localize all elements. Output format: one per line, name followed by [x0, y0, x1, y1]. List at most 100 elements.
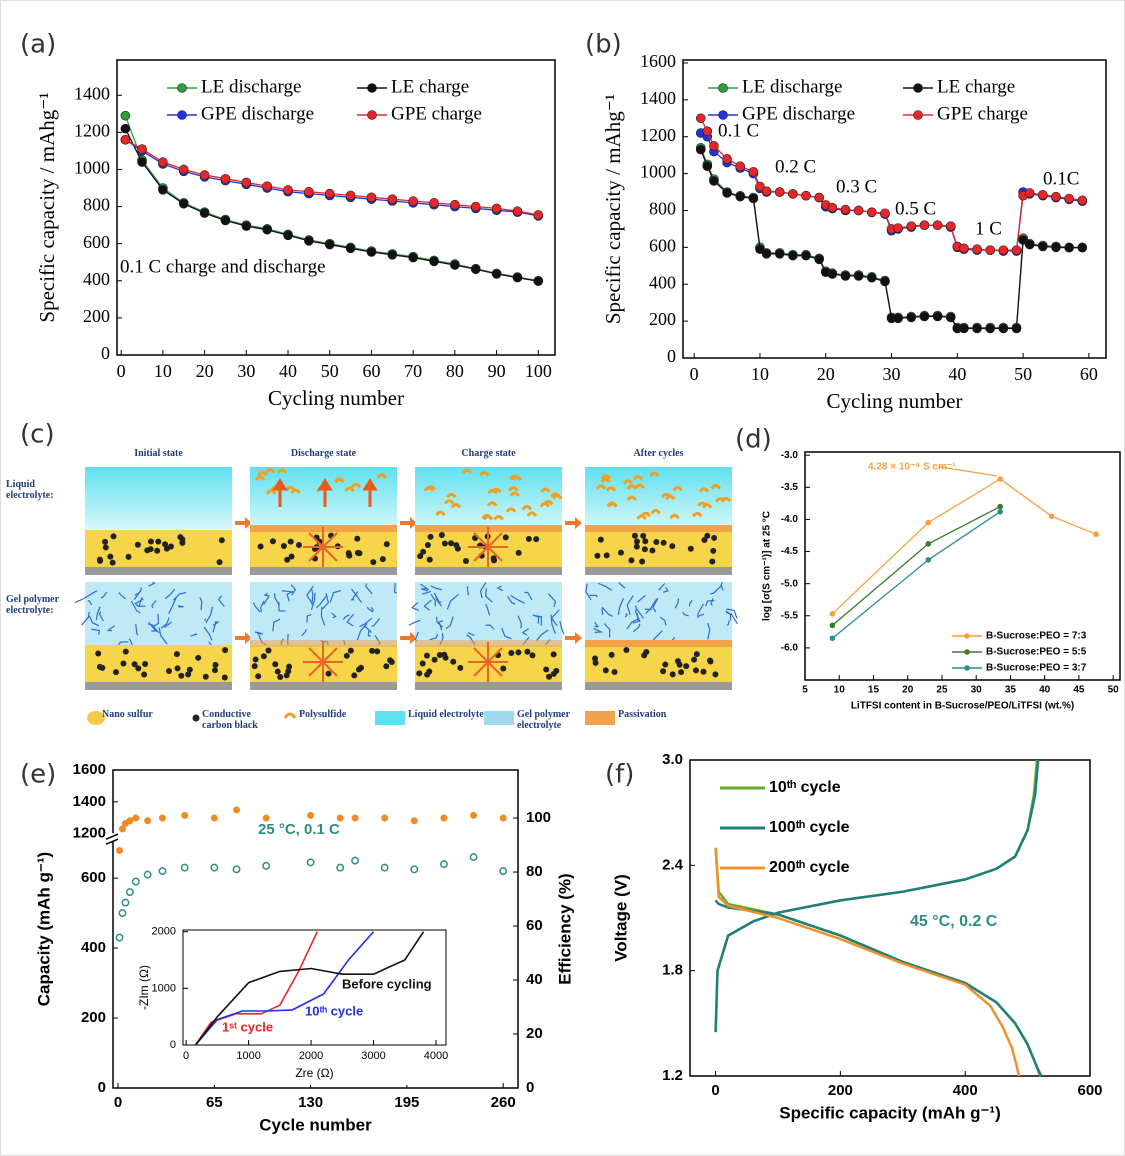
polysulfide — [266, 489, 277, 495]
gel-network — [645, 598, 658, 615]
data-point — [880, 208, 890, 219]
carbon — [623, 647, 630, 654]
carbon — [134, 541, 141, 548]
gel-network — [601, 608, 604, 615]
data-point — [722, 188, 732, 198]
data-point — [158, 867, 167, 876]
x-tick-label: 40 — [948, 364, 966, 384]
x-tick-label: 10 — [834, 685, 846, 696]
gel-network — [278, 601, 286, 612]
legend-label: Polysulfide — [299, 709, 347, 720]
data-point — [829, 611, 836, 617]
y-tick-label: 800 — [83, 195, 110, 215]
data-point — [439, 860, 448, 869]
gel-network — [517, 615, 522, 629]
x-tick-label: 50 — [321, 361, 339, 381]
gel-network — [618, 582, 626, 589]
data-point — [120, 110, 131, 121]
data-point — [220, 173, 231, 184]
data-point — [381, 814, 389, 822]
data-point — [307, 811, 315, 819]
electrolyte — [585, 582, 732, 645]
data-point — [972, 244, 982, 255]
carbon — [687, 545, 694, 552]
carbon — [144, 547, 151, 554]
data-point — [801, 190, 811, 201]
electrolyte — [415, 467, 562, 530]
carbon — [420, 548, 427, 555]
gel-network — [411, 601, 420, 612]
data-point — [1018, 235, 1028, 245]
current-collector — [585, 567, 732, 575]
data-point — [1011, 245, 1022, 255]
gel-network — [726, 608, 738, 619]
data-point — [840, 204, 851, 215]
step-arrow — [565, 632, 582, 644]
carbon — [508, 650, 515, 657]
gel-network — [212, 622, 217, 633]
polysulfide — [264, 467, 276, 474]
polysulfide — [692, 511, 703, 518]
data-point — [829, 635, 836, 642]
legend-label: B-Sucrose:PEO = 3:7 — [986, 663, 1087, 674]
carbon — [222, 647, 229, 654]
data-point — [1048, 513, 1055, 520]
legend-marker — [964, 633, 970, 639]
data-point — [262, 861, 271, 870]
electrolyte — [85, 467, 232, 530]
data-point — [469, 853, 478, 862]
polysulfide — [350, 482, 362, 489]
x-tick-label: 30 — [971, 685, 983, 696]
x-axis-label: Specific capacity (mAh g⁻¹) — [779, 1103, 1001, 1122]
y-tick-label: 0 — [98, 1079, 106, 1096]
data-point — [336, 814, 344, 822]
column-title: After cycles — [633, 448, 684, 459]
gel-network — [547, 593, 557, 607]
y-axis-label: log [σ(S cm⁻¹)] at 25 °C — [762, 511, 773, 621]
gel-network — [98, 611, 104, 622]
gel-network — [366, 606, 374, 613]
series-line — [714, 847, 1021, 1077]
carbon — [669, 671, 676, 678]
y2-tick-label: 20 — [526, 1025, 543, 1042]
up-arrow — [272, 478, 288, 507]
carbon — [660, 668, 667, 675]
polysulfide — [622, 479, 634, 485]
legend-label: 10ᵗʰ cycle — [769, 779, 841, 796]
x-tick-label: 50 — [1108, 685, 1120, 696]
data-point — [906, 312, 917, 323]
gel-network — [617, 598, 625, 615]
gel-network — [688, 600, 693, 607]
polysulfide — [505, 507, 517, 513]
x-tick-label: 40 — [1039, 685, 1051, 696]
legend-marker — [718, 83, 728, 93]
carbon — [431, 656, 438, 663]
gel-network — [359, 617, 373, 628]
data-point — [735, 161, 746, 172]
data-point — [925, 557, 932, 563]
data-point — [499, 814, 507, 822]
series-line — [831, 511, 1001, 639]
carbon — [608, 651, 615, 658]
data-point — [985, 245, 996, 255]
polysulfide — [521, 505, 533, 511]
polysulfide — [493, 515, 504, 521]
carbon — [602, 667, 609, 674]
legend-label: LE discharge — [742, 76, 842, 97]
gel-network — [367, 630, 372, 637]
data-point — [945, 312, 956, 323]
data-point — [324, 239, 335, 250]
gel-network — [274, 593, 280, 606]
data-point — [158, 157, 168, 167]
x-tick-label: 3000 — [361, 1050, 385, 1062]
gel-network — [423, 599, 432, 611]
carbon — [374, 648, 381, 655]
data-point — [512, 206, 523, 217]
carbon — [284, 556, 291, 563]
gel-network — [479, 582, 487, 599]
current-collector — [585, 682, 732, 690]
gel-network — [147, 623, 160, 634]
burst — [468, 642, 508, 682]
legend-marker — [718, 110, 728, 120]
